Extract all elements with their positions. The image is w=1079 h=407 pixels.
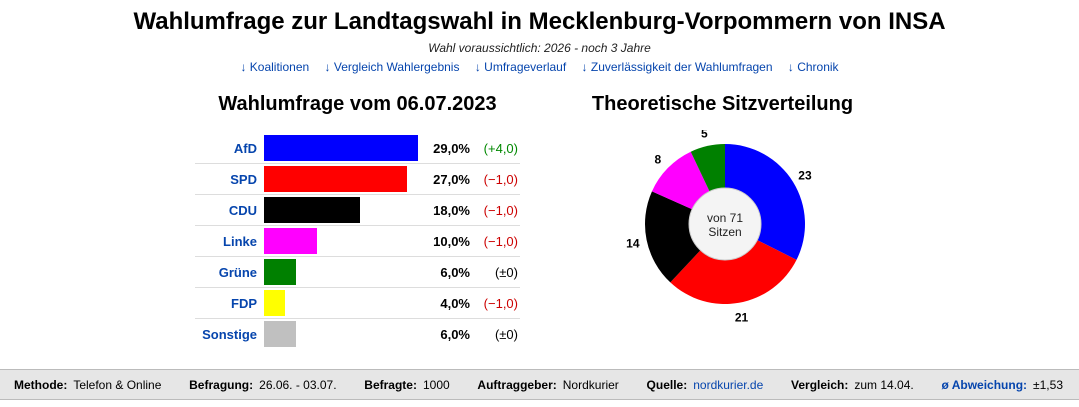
seat-count-label: 5 (701, 130, 708, 140)
party-label[interactable]: AfD (233, 141, 257, 156)
election-date-note: Wahl voraussichtlich: 2026 - noch 3 Jahr… (428, 41, 651, 55)
link-koalitionen[interactable]: ↓ Koalitionen (240, 60, 310, 74)
poll-row: Grüne 6,0% (±0) (195, 257, 520, 288)
poll-change-label: (±0) (494, 327, 518, 342)
source-link[interactable]: nordkurier.de (693, 377, 764, 392)
link-chronik[interactable]: ↓ Chronik (787, 60, 839, 74)
poll-bar (264, 135, 418, 161)
seat-count-label: 14 (626, 237, 640, 251)
poll-bar (264, 259, 296, 285)
befragung-info: Befragung: 26.06. - 03.07. (189, 377, 337, 392)
seats-heading: Theoretische Sitzverteilung (591, 93, 854, 115)
poll-change-label: (±0) (494, 265, 518, 280)
poll-change-label: (−1,0) (483, 234, 518, 249)
poll-change-label: (−1,0) (483, 172, 518, 187)
page-title: Wahlumfrage zur Landtagswahl in Mecklenb… (133, 8, 946, 35)
poll-value-label: 18,0% (433, 203, 470, 218)
link-vergleich-wahlergebnis[interactable]: ↓ Vergleich Wahlergebnis (324, 60, 460, 74)
party-label[interactable]: SPD (230, 172, 257, 187)
befragte-info: Befragte: 1000 (364, 377, 450, 392)
poll-value-label: 6,0% (440, 327, 470, 342)
poll-value-label: 29,0% (433, 141, 470, 156)
seat-slice (645, 191, 701, 283)
party-label[interactable]: Sonstige (202, 327, 257, 342)
poll-row: SPD 27,0% (−1,0) (195, 164, 520, 195)
poll-info-bar: Methode: Telefon & Online Befragung: 26.06… (0, 369, 1079, 400)
party-label[interactable]: Linke (223, 234, 257, 249)
seat-count-label: 23 (798, 169, 812, 183)
seat-count-label: 21 (735, 311, 749, 325)
abweichung-info: ø Abweichung: ±1,53 (941, 377, 1064, 392)
section-links: ↓ Koalitionen ↓ Vergleich Wahlergebnis ↓… (0, 60, 1079, 74)
poll-bar (264, 290, 285, 316)
donut-center (688, 187, 762, 261)
seat-slice (690, 144, 725, 192)
poll-row: Linke 10,0% (−1,0) (195, 226, 520, 257)
auftraggeber-info: Auftraggeber: Nordkurier (477, 377, 619, 392)
poll-heading: Wahlumfrage vom 06.07.2023 (218, 93, 497, 115)
poll-row: FDP 4,0% (−1,0) (195, 288, 520, 319)
poll-change-label: (+4,0) (483, 141, 518, 156)
seat-slice (725, 144, 805, 260)
seat-slice (651, 151, 710, 210)
link-zuverlaessigkeit[interactable]: ↓ Zuverlässigkeit der Wahlumfragen (581, 60, 773, 74)
poll-bar (264, 166, 407, 192)
poll-value-label: 10,0% (433, 234, 470, 249)
party-label[interactable]: FDP (231, 296, 257, 311)
poll-value-label: 6,0% (440, 265, 470, 280)
quelle-info: Quelle: nordkurier.de (646, 377, 764, 392)
poll-change-label: (−1,0) (483, 203, 518, 218)
poll-bar (264, 228, 317, 254)
party-label[interactable]: Grüne (218, 265, 257, 280)
poll-value-label: 27,0% (433, 172, 470, 187)
seat-slice (670, 240, 797, 304)
donut-center-label: von 71 (707, 211, 743, 225)
poll-bar-chart: AfD 29,0% (+4,0) SPD 27,0% (−1,0) CDU 18,0% (−1,… (195, 133, 520, 350)
vergleich-info: Vergleich: zum 14.04. (791, 377, 914, 392)
seat-count-label: 8 (654, 152, 661, 166)
poll-value-label: 4,0% (440, 296, 470, 311)
donut-center-label: Sitzen (708, 225, 741, 239)
methode-info: Methode: Telefon & Online (14, 377, 162, 392)
poll-bar (264, 321, 296, 347)
abweichung-link[interactable]: ø Abweichung: (941, 377, 1028, 392)
poll-row: AfD 29,0% (+4,0) (195, 133, 520, 164)
poll-row: Sonstige 6,0% (±0) (195, 319, 520, 350)
party-label[interactable]: CDU (228, 203, 257, 218)
poll-bar (264, 197, 360, 223)
poll-row: CDU 18,0% (−1,0) (195, 195, 520, 226)
poll-change-label: (−1,0) (483, 296, 518, 311)
link-umfrageverlauf[interactable]: ↓ Umfrageverlauf (474, 60, 567, 74)
